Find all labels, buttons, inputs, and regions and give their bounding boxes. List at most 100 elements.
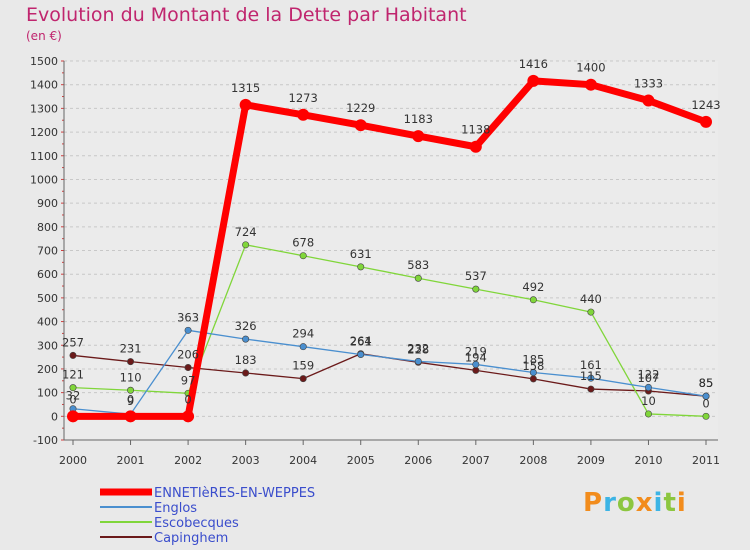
data-label: 294 <box>292 327 314 341</box>
data-point <box>529 375 537 383</box>
data-point <box>700 115 712 128</box>
data-label: 631 <box>350 247 372 261</box>
x-tick-label: 2003 <box>232 454 260 467</box>
data-point <box>587 374 595 382</box>
y-tick-label: 800 <box>37 221 58 234</box>
data-label: 1183 <box>404 112 433 126</box>
data-label: 97 <box>181 373 196 387</box>
data-label: 219 <box>465 344 487 358</box>
data-point <box>529 296 537 304</box>
y-tick-label: 1000 <box>30 173 58 186</box>
data-point <box>124 410 137 423</box>
data-label: 1243 <box>691 98 720 112</box>
data-point <box>644 383 652 391</box>
data-point <box>472 366 480 374</box>
data-label: 1138 <box>461 123 490 137</box>
data-label: 10 <box>641 394 656 408</box>
data-label: 678 <box>292 236 314 250</box>
data-label: 107 <box>637 371 659 385</box>
chart-unit: (en €) <box>26 29 62 43</box>
x-tick-label: 2007 <box>462 454 490 467</box>
x-tick-label: 2004 <box>289 454 317 467</box>
data-label: 1315 <box>231 81 260 95</box>
data-label: 228 <box>407 342 429 356</box>
logo-letter: i <box>653 488 664 518</box>
data-label: 206 <box>177 348 199 362</box>
data-point <box>412 130 425 143</box>
data-label: 537 <box>465 269 487 283</box>
data-point <box>182 410 195 423</box>
y-tick-label: 400 <box>37 316 58 329</box>
data-label: 1333 <box>634 77 663 91</box>
data-point <box>239 98 252 111</box>
chart-title: Evolution du Montant de la Dette par Hab… <box>26 4 467 26</box>
data-label: 194 <box>465 350 487 364</box>
data-point <box>702 392 710 400</box>
data-label: 326 <box>235 319 257 333</box>
data-point <box>354 119 367 132</box>
data-label: 121 <box>62 368 84 382</box>
data-point <box>642 94 655 107</box>
gridlines <box>64 60 718 441</box>
data-label: 85 <box>699 376 714 390</box>
legend: ENNETIèRES-EN-WEPPESEnglosEscobecquesCap… <box>100 486 315 546</box>
y-tick-label: 500 <box>37 292 58 305</box>
data-point <box>242 241 250 249</box>
data-label: 1273 <box>289 91 318 105</box>
data-point <box>584 78 597 91</box>
data-point <box>357 263 365 271</box>
data-point <box>242 335 250 343</box>
data-label: 1400 <box>576 61 605 75</box>
x-tick-label: 2005 <box>347 454 375 467</box>
data-point <box>242 369 250 377</box>
data-point <box>299 343 307 351</box>
data-label: 122 <box>637 367 659 381</box>
series-enneti-res-en-weppes <box>67 74 712 423</box>
data-label: 183 <box>235 353 257 367</box>
logo-letter: x <box>635 488 654 518</box>
y-tick-label: 300 <box>37 339 58 352</box>
data-label: 0 <box>184 392 191 406</box>
data-label: 0 <box>127 392 134 406</box>
data-label: 363 <box>177 310 199 324</box>
logo-letter: r <box>603 488 617 518</box>
data-point <box>587 308 595 316</box>
data-point <box>472 285 480 293</box>
legend-label: Escobecques <box>154 516 239 531</box>
proxiti-logo: Proxiti <box>583 488 687 518</box>
series-line <box>72 244 707 417</box>
series-escobecques <box>69 241 710 420</box>
data-point <box>469 140 482 153</box>
y-tick-label: 1500 <box>30 55 58 68</box>
data-label: 232 <box>407 341 429 355</box>
data-label: 32 <box>66 389 81 403</box>
data-point <box>297 108 310 121</box>
data-point <box>529 368 537 376</box>
data-point <box>127 386 135 394</box>
data-point <box>184 326 192 334</box>
data-point <box>414 357 422 365</box>
series-line <box>73 77 708 420</box>
x-tick-label: 2008 <box>519 454 547 467</box>
data-label: 257 <box>62 335 84 349</box>
x-tick-label: 2000 <box>59 454 87 467</box>
y-tick-label: 1200 <box>30 126 58 139</box>
data-point <box>587 385 595 393</box>
data-label: 1229 <box>346 101 375 115</box>
data-point <box>184 364 192 372</box>
data-label: 0 <box>702 396 709 410</box>
data-point <box>644 410 652 418</box>
data-label: 583 <box>407 258 429 272</box>
data-label: 1416 <box>519 57 548 71</box>
y-tick-label: 1400 <box>30 79 58 92</box>
data-label: 85 <box>699 376 714 390</box>
y-tick-label: -100 <box>33 434 58 447</box>
data-label: 9 <box>127 394 134 408</box>
y-tick-label: 1300 <box>30 102 58 115</box>
x-tick-label: 2001 <box>117 454 145 467</box>
legend-label: Capinghem <box>154 531 228 546</box>
data-label: 110 <box>120 370 142 384</box>
x-tick-label: 2011 <box>692 454 720 467</box>
data-point <box>67 410 79 423</box>
